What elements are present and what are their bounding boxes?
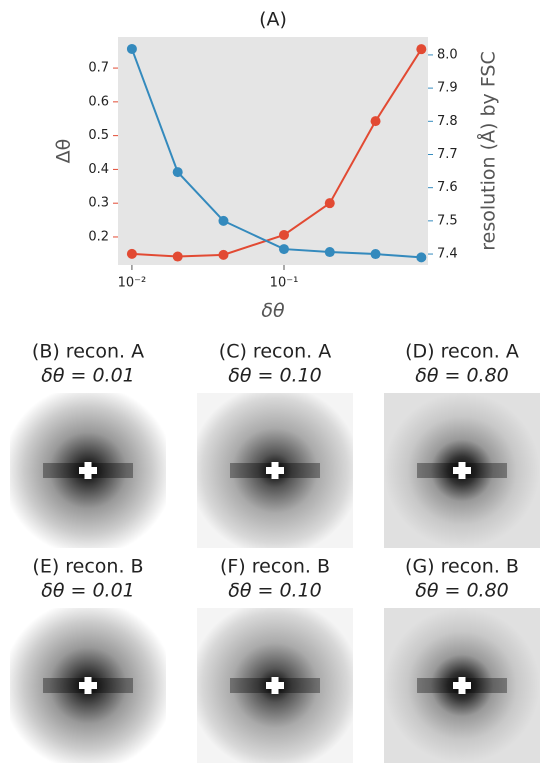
panel-cross-v bbox=[271, 677, 279, 694]
panel-subtitle: δθ = 0.01 bbox=[41, 365, 135, 387]
y-tick-label: 0.4 bbox=[88, 162, 109, 177]
panel-subtitle: δθ = 0.80 bbox=[415, 580, 509, 602]
point bbox=[218, 249, 229, 260]
y2-tick-label: 7.4 bbox=[437, 247, 458, 262]
panels: (B) recon. Aδθ = 0.01(C) recon. Aδθ = 0.… bbox=[10, 341, 540, 763]
panel-title: (D) recon. A bbox=[405, 341, 519, 363]
y-tick-label: 0.7 bbox=[88, 61, 109, 76]
panel-cross-v bbox=[84, 462, 92, 479]
panel-subtitle: δθ = 0.80 bbox=[415, 365, 509, 387]
x-axis-label: δθ bbox=[261, 300, 285, 322]
panel-cross-v bbox=[458, 462, 466, 479]
y-tick-label: 0.3 bbox=[88, 196, 109, 211]
x-tick-label: 10⁻² bbox=[118, 276, 147, 291]
point bbox=[172, 251, 183, 262]
y2-tick-label: 7.5 bbox=[437, 213, 458, 228]
point bbox=[126, 248, 137, 259]
y-tick-label: 0.2 bbox=[88, 229, 109, 244]
panel-title: (C) recon. A bbox=[219, 341, 331, 363]
point bbox=[324, 247, 335, 258]
y2-tick-label: 7.8 bbox=[437, 114, 458, 129]
panel-cross-v bbox=[458, 677, 466, 694]
y-tick-label: 0.5 bbox=[88, 128, 109, 143]
panel-subtitle: δθ = 0.10 bbox=[228, 365, 322, 387]
chart-title: (A) bbox=[259, 9, 287, 31]
point bbox=[370, 249, 381, 260]
point bbox=[278, 229, 289, 240]
point bbox=[278, 244, 289, 255]
point bbox=[218, 215, 229, 226]
point bbox=[416, 252, 427, 263]
panel-cross-v bbox=[271, 462, 279, 479]
y2-tick-label: 7.6 bbox=[437, 180, 458, 195]
panel-subtitle: δθ = 0.01 bbox=[41, 580, 135, 602]
point bbox=[416, 44, 427, 55]
panel-subtitle: δθ = 0.10 bbox=[228, 580, 322, 602]
panel-title: (F) recon. B bbox=[220, 556, 330, 578]
y2-tick-label: 7.7 bbox=[437, 147, 458, 162]
panel-title: (B) recon. A bbox=[32, 341, 144, 363]
y2-axis-label: resolution (Å) by FSC bbox=[477, 51, 500, 251]
y2-tick-label: 7.9 bbox=[437, 81, 458, 96]
point bbox=[126, 43, 137, 54]
point bbox=[370, 116, 381, 127]
y2-tick-label: 8.0 bbox=[437, 47, 458, 62]
point bbox=[324, 198, 335, 209]
y-axis-label: Δθ bbox=[53, 139, 75, 164]
panel-cross-v bbox=[84, 677, 92, 694]
x-tick-label: 10⁻¹ bbox=[270, 276, 299, 291]
plot-area bbox=[118, 37, 428, 265]
panel-title: (E) recon. B bbox=[32, 556, 143, 578]
y-tick-label: 0.6 bbox=[88, 94, 109, 109]
point bbox=[172, 167, 183, 178]
panel-title: (G) recon. B bbox=[405, 556, 519, 578]
